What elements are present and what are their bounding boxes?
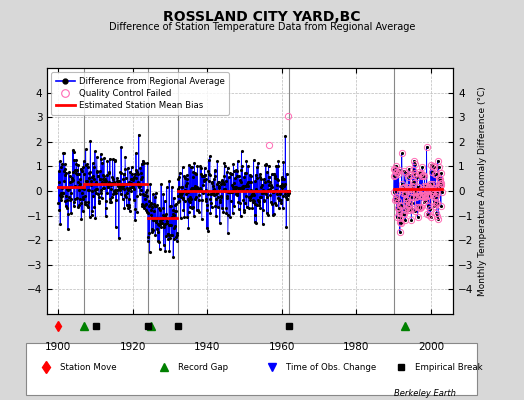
Text: Time of Obs. Change: Time of Obs. Change (286, 363, 376, 372)
Text: Difference of Station Temperature Data from Regional Average: Difference of Station Temperature Data f… (109, 22, 415, 32)
Text: ROSSLAND CITY YARD,BC: ROSSLAND CITY YARD,BC (163, 10, 361, 24)
Text: 1900: 1900 (45, 342, 71, 352)
Y-axis label: Monthly Temperature Anomaly Difference (°C): Monthly Temperature Anomaly Difference (… (478, 86, 487, 296)
Text: 2000: 2000 (418, 342, 444, 352)
Text: 1920: 1920 (119, 342, 146, 352)
Text: Empirical Break: Empirical Break (415, 363, 483, 372)
Text: 1940: 1940 (194, 342, 221, 352)
Text: Station Move: Station Move (60, 363, 117, 372)
Legend: Difference from Regional Average, Quality Control Failed, Estimated Station Mean: Difference from Regional Average, Qualit… (51, 72, 229, 115)
FancyBboxPatch shape (26, 343, 477, 395)
Text: Record Gap: Record Gap (178, 363, 228, 372)
Text: Berkeley Earth: Berkeley Earth (394, 389, 456, 398)
Text: 1960: 1960 (269, 342, 295, 352)
Text: 1980: 1980 (343, 342, 369, 352)
